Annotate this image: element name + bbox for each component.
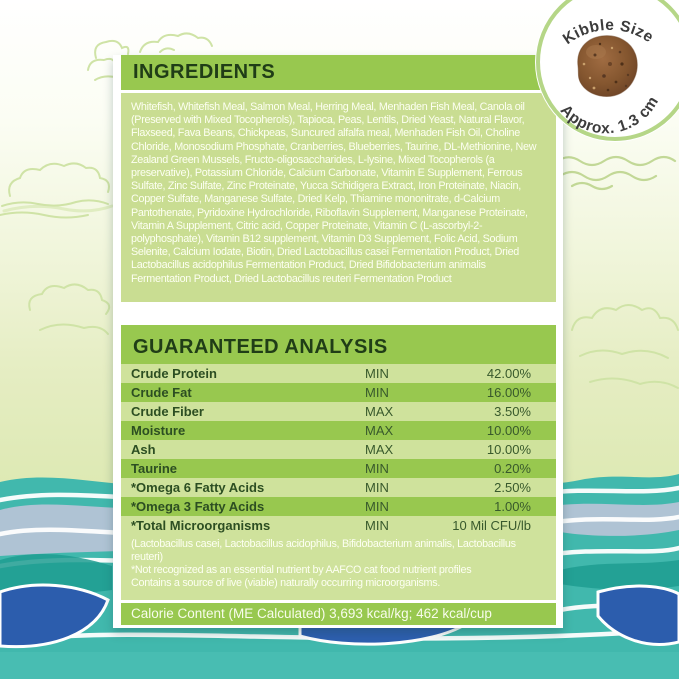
row-label: Moisture — [131, 423, 186, 438]
guaranteed-analysis-section: GUARANTEED ANALYSIS Crude Protein MIN 42… — [121, 325, 556, 600]
table-row: Taurine MIN 0.20% — [121, 459, 556, 478]
badge-ring — [536, 0, 679, 141]
row-value: 10 Mil CFU/lb — [452, 518, 531, 533]
row-value: 0.20% — [494, 461, 531, 476]
row-basis: MAX — [365, 423, 394, 438]
ingredients-title: INGREDIENTS — [133, 61, 276, 83]
row-label: Crude Protein — [131, 366, 217, 381]
label-panel: INGREDIENTS Whitefish, Whitefish Meal, S… — [113, 55, 563, 628]
ingredients-header-bar: INGREDIENTS — [121, 55, 556, 90]
row-basis: MAX — [365, 442, 394, 457]
table-row: *Total Microorganisms MIN 10 Mil CFU/lb — [121, 516, 556, 535]
row-value: 1.00% — [494, 499, 531, 514]
analysis-table: Crude Protein MIN 42.00% Crude Fat MIN 1… — [121, 364, 556, 535]
ingredients-text: Whitefish, Whitefish Meal, Salmon Meal, … — [121, 93, 556, 302]
kibble-photo — [577, 35, 638, 97]
row-basis: MIN — [365, 518, 389, 533]
table-row: Moisture MAX 10.00% — [121, 421, 556, 440]
row-basis: MIN — [365, 480, 389, 495]
row-basis: MIN — [365, 385, 389, 400]
table-row: Crude Fat MIN 16.00% — [121, 383, 556, 402]
row-value: 42.00% — [486, 366, 531, 381]
kibble-size-badge: Kibble Size Approx. 1.3 cm — [535, 0, 679, 142]
row-label: Crude Fat — [131, 385, 192, 400]
table-row: Ash MAX 10.00% — [121, 440, 556, 459]
row-value: 3.50% — [494, 404, 531, 419]
row-basis: MIN — [365, 366, 389, 381]
row-label: Taurine — [131, 461, 177, 476]
analysis-title: GUARANTEED ANALYSIS — [133, 336, 388, 358]
calorie-content-bar: Calorie Content (ME Calculated) 3,693 kc… — [121, 603, 556, 625]
footnote: *Not recognized as an essential nutrient… — [131, 564, 472, 576]
row-basis: MAX — [365, 404, 394, 419]
table-row: *Omega 3 Fatty Acids MIN 1.00% — [121, 497, 556, 516]
seaweed-sketch — [554, 155, 677, 191]
row-value: 10.00% — [486, 442, 531, 457]
analysis-footnotes: (Lactobacillus casei, Lactobacillus acid… — [121, 535, 556, 600]
row-value: 16.00% — [486, 385, 531, 400]
row-basis: MIN — [365, 499, 389, 514]
table-row: Crude Fiber MAX 3.50% — [121, 402, 556, 421]
table-row: *Omega 6 Fatty Acids MIN 2.50% — [121, 478, 556, 497]
row-value: 2.50% — [494, 480, 531, 495]
row-label: Crude Fiber — [131, 404, 204, 419]
cloud-sketches — [0, 32, 679, 389]
footnote: (Lactobacillus casei, Lactobacillus acid… — [131, 538, 516, 563]
row-label: *Total Microorganisms — [131, 518, 271, 533]
footnote: Contains a source of live (viable) natur… — [131, 577, 441, 589]
row-basis: MIN — [365, 461, 389, 476]
table-row: Crude Protein MIN 42.00% — [121, 364, 556, 383]
row-label: *Omega 3 Fatty Acids — [131, 499, 265, 514]
row-label: Ash — [131, 442, 156, 457]
row-label: *Omega 6 Fatty Acids — [131, 480, 265, 495]
row-value: 10.00% — [486, 423, 531, 438]
